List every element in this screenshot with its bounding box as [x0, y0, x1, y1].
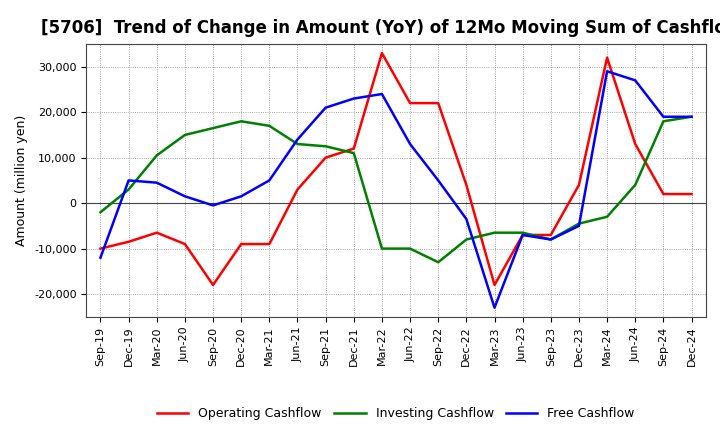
- Free Cashflow: [265, 178, 274, 183]
- Investing Cashflow: [181, 132, 189, 138]
- Free Cashflow: [153, 180, 161, 185]
- Title: [5706]  Trend of Change in Amount (YoY) of 12Mo Moving Sum of Cashflows: [5706] Trend of Change in Amount (YoY) o…: [41, 19, 720, 37]
- Operating Cashflow: [406, 100, 415, 106]
- Line: Operating Cashflow: Operating Cashflow: [101, 53, 691, 285]
- Investing Cashflow: [631, 182, 639, 187]
- Investing Cashflow: [687, 114, 696, 119]
- Operating Cashflow: [603, 55, 611, 60]
- Free Cashflow: [518, 232, 527, 238]
- Operating Cashflow: [490, 282, 499, 288]
- Investing Cashflow: [603, 214, 611, 220]
- Investing Cashflow: [293, 141, 302, 147]
- Free Cashflow: [490, 305, 499, 310]
- Operating Cashflow: [96, 246, 105, 251]
- Operating Cashflow: [125, 239, 133, 244]
- Investing Cashflow: [209, 125, 217, 131]
- Free Cashflow: [659, 114, 667, 119]
- Investing Cashflow: [377, 246, 386, 251]
- Free Cashflow: [181, 194, 189, 199]
- Operating Cashflow: [265, 242, 274, 247]
- Investing Cashflow: [125, 187, 133, 192]
- Operating Cashflow: [181, 242, 189, 247]
- Operating Cashflow: [321, 155, 330, 160]
- Operating Cashflow: [518, 232, 527, 238]
- Investing Cashflow: [406, 246, 415, 251]
- Y-axis label: Amount (million yen): Amount (million yen): [16, 115, 29, 246]
- Investing Cashflow: [237, 119, 246, 124]
- Free Cashflow: [96, 255, 105, 260]
- Investing Cashflow: [96, 209, 105, 215]
- Free Cashflow: [687, 114, 696, 119]
- Free Cashflow: [349, 96, 358, 101]
- Free Cashflow: [462, 216, 471, 222]
- Operating Cashflow: [462, 182, 471, 187]
- Operating Cashflow: [377, 51, 386, 56]
- Operating Cashflow: [349, 146, 358, 151]
- Free Cashflow: [237, 194, 246, 199]
- Free Cashflow: [546, 237, 555, 242]
- Free Cashflow: [406, 141, 415, 147]
- Operating Cashflow: [209, 282, 217, 288]
- Investing Cashflow: [321, 143, 330, 149]
- Operating Cashflow: [237, 242, 246, 247]
- Operating Cashflow: [575, 182, 583, 187]
- Investing Cashflow: [575, 221, 583, 226]
- Free Cashflow: [321, 105, 330, 110]
- Free Cashflow: [603, 69, 611, 74]
- Operating Cashflow: [434, 100, 443, 106]
- Investing Cashflow: [434, 260, 443, 265]
- Investing Cashflow: [153, 153, 161, 158]
- Operating Cashflow: [631, 141, 639, 147]
- Operating Cashflow: [659, 191, 667, 197]
- Free Cashflow: [631, 78, 639, 83]
- Line: Investing Cashflow: Investing Cashflow: [101, 117, 691, 262]
- Investing Cashflow: [265, 123, 274, 128]
- Line: Free Cashflow: Free Cashflow: [101, 71, 691, 308]
- Investing Cashflow: [349, 150, 358, 156]
- Investing Cashflow: [518, 230, 527, 235]
- Operating Cashflow: [293, 187, 302, 192]
- Free Cashflow: [293, 137, 302, 142]
- Free Cashflow: [209, 203, 217, 208]
- Operating Cashflow: [153, 230, 161, 235]
- Free Cashflow: [125, 178, 133, 183]
- Operating Cashflow: [687, 191, 696, 197]
- Investing Cashflow: [546, 237, 555, 242]
- Investing Cashflow: [462, 237, 471, 242]
- Free Cashflow: [434, 178, 443, 183]
- Investing Cashflow: [659, 119, 667, 124]
- Free Cashflow: [377, 92, 386, 97]
- Legend: Operating Cashflow, Investing Cashflow, Free Cashflow: Operating Cashflow, Investing Cashflow, …: [152, 402, 640, 425]
- Free Cashflow: [575, 223, 583, 228]
- Operating Cashflow: [546, 232, 555, 238]
- Investing Cashflow: [490, 230, 499, 235]
